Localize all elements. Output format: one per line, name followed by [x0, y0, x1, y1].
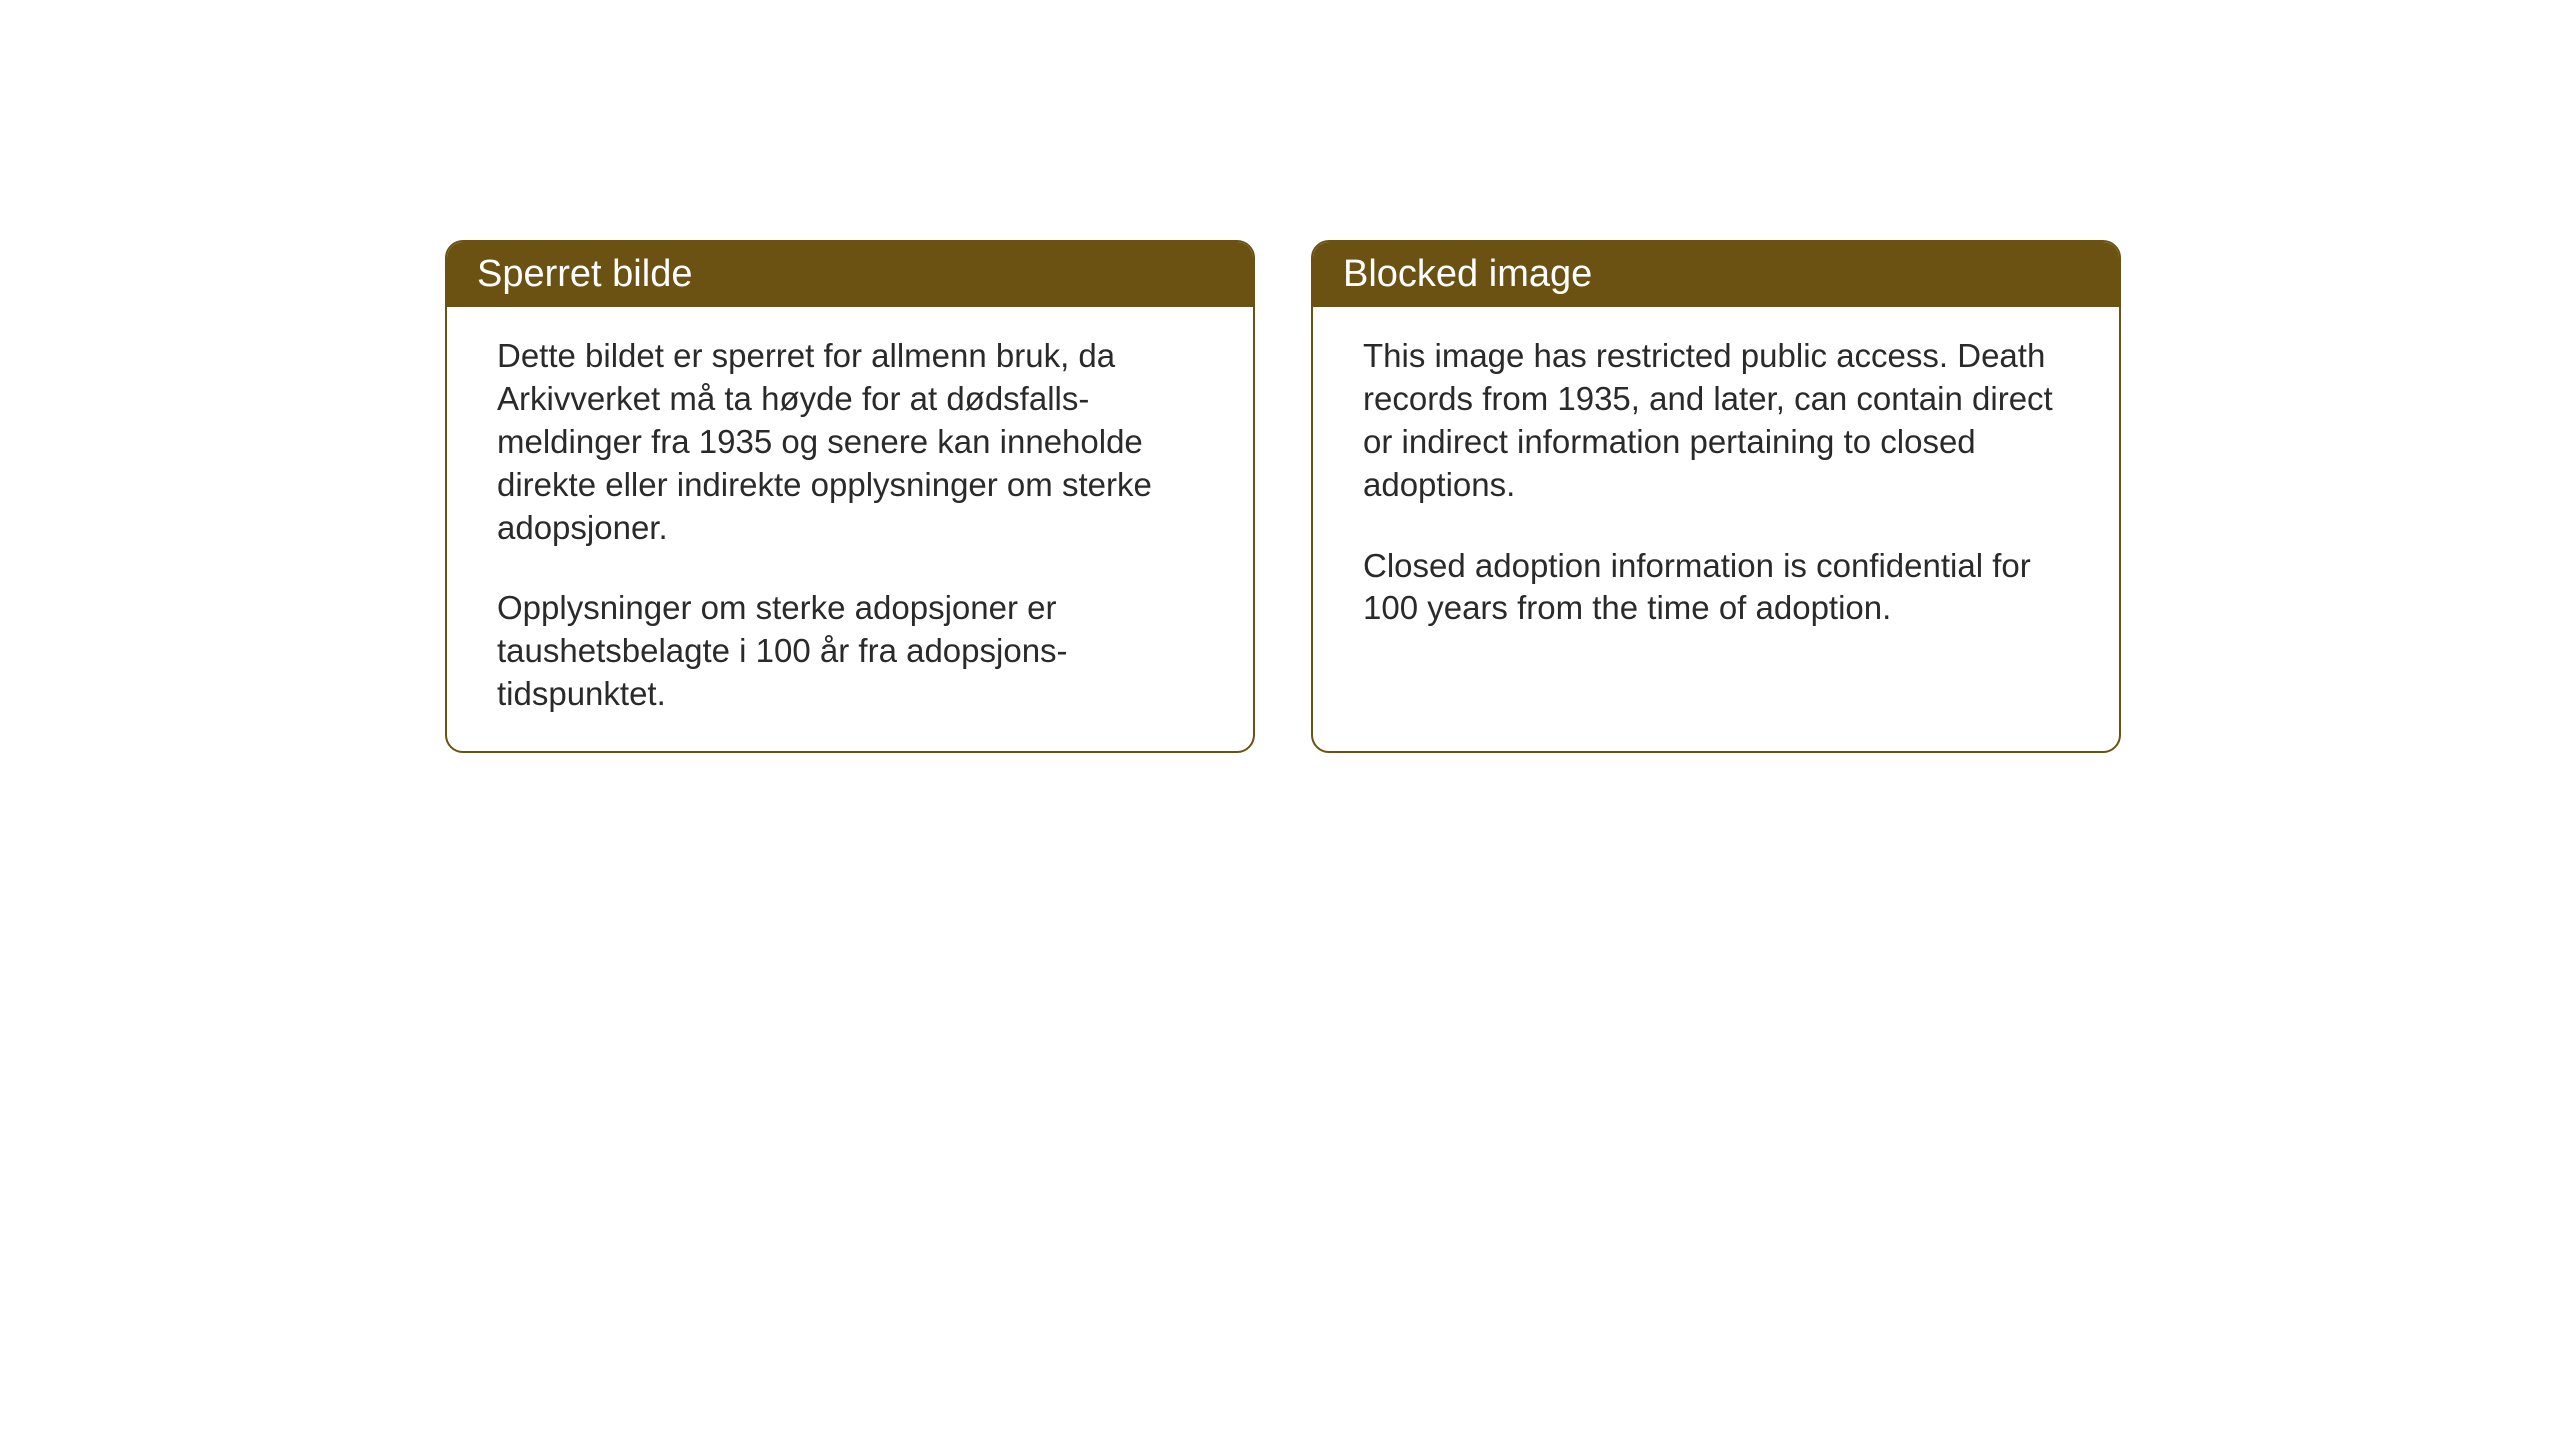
card-title-english: Blocked image — [1343, 253, 1592, 295]
card-english: Blocked image This image has restricted … — [1311, 240, 2121, 753]
card-norwegian: Sperret bilde Dette bildet er sperret fo… — [445, 240, 1255, 753]
card-header-english: Blocked image — [1313, 242, 2119, 307]
card-paragraph-norwegian-1: Dette bildet er sperret for allmenn bruk… — [497, 335, 1213, 549]
card-body-norwegian: Dette bildet er sperret for allmenn bruk… — [447, 307, 1253, 744]
card-paragraph-english-2: Closed adoption information is confident… — [1363, 545, 2079, 631]
cards-container: Sperret bilde Dette bildet er sperret fo… — [445, 240, 2121, 753]
card-header-norwegian: Sperret bilde — [447, 242, 1253, 307]
card-paragraph-norwegian-2: Opplysninger om sterke adopsjoner er tau… — [497, 587, 1213, 716]
card-paragraph-english-1: This image has restricted public access.… — [1363, 335, 2079, 507]
card-body-english: This image has restricted public access.… — [1313, 307, 2119, 658]
card-title-norwegian: Sperret bilde — [477, 253, 692, 295]
